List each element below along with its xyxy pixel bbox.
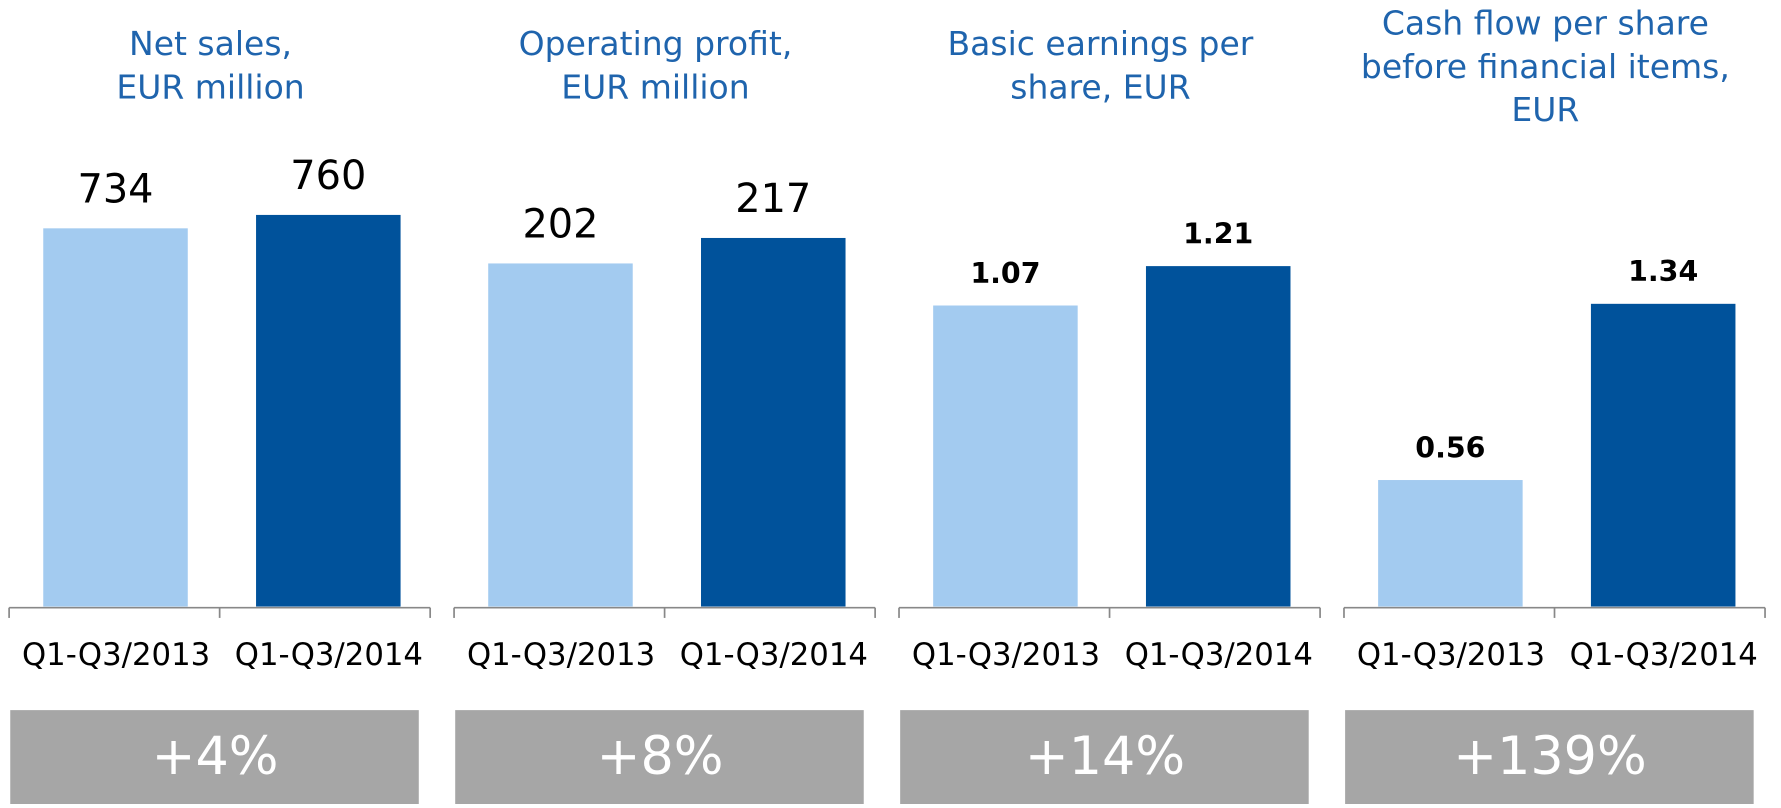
- value-label: 734: [77, 166, 153, 212]
- chart-title: Basic earnings per: [948, 24, 1254, 63]
- chart-title: EUR million: [561, 67, 749, 106]
- charts: Net sales, EUR million 734 Q1-Q3/2013 760 Q1-…: [8, 4, 1766, 806]
- x-tick-label: Q1-Q3/2014: [1125, 637, 1313, 673]
- annotation-box: [10, 710, 419, 806]
- chart-title: Net sales,: [129, 24, 292, 63]
- x-tick-label: Q1-Q3/2014: [680, 637, 868, 673]
- chart-title: Operating profit,: [519, 24, 793, 63]
- bar: [43, 228, 188, 607]
- annotation-box: [900, 710, 1309, 806]
- value-label: 202: [522, 202, 598, 248]
- x-tick-label: Q1-Q3/2013: [22, 637, 210, 673]
- chart-title: EUR million: [116, 67, 304, 106]
- bar: [488, 263, 633, 607]
- bar: [933, 305, 1078, 607]
- annotation-box: [455, 710, 864, 806]
- value-label: 0.56: [1415, 431, 1485, 464]
- annotation: +14%: [1025, 726, 1185, 787]
- annotation-box: [1345, 710, 1754, 806]
- chart-title: EUR: [1511, 90, 1579, 129]
- bar: [1590, 303, 1736, 607]
- chart-title: share, EUR: [1010, 67, 1190, 106]
- value-label: 217: [735, 176, 811, 222]
- annotation: +8%: [597, 726, 724, 787]
- value-label: 760: [290, 153, 366, 199]
- x-tick-label: Q1-Q3/2013: [1357, 637, 1545, 673]
- x-tick-label: Q1-Q3/2013: [912, 637, 1100, 673]
- x-tick-label: Q1-Q3/2013: [467, 637, 655, 673]
- bar: [1145, 266, 1291, 607]
- value-label: 1.21: [1183, 217, 1253, 250]
- value-label: 1.34: [1628, 255, 1698, 288]
- x-tick-label: Q1-Q3/2014: [235, 637, 423, 673]
- annotation: +139%: [1453, 726, 1646, 787]
- chart-title: Cash flow per share: [1382, 4, 1709, 43]
- bar: [701, 237, 846, 607]
- bar: [1378, 480, 1523, 607]
- chart-title: before financial items,: [1361, 47, 1730, 86]
- annotation: +4%: [152, 726, 279, 787]
- x-tick-label: Q1-Q3/2014: [1570, 637, 1758, 673]
- bar: [256, 214, 401, 607]
- value-label: 1.07: [970, 257, 1040, 290]
